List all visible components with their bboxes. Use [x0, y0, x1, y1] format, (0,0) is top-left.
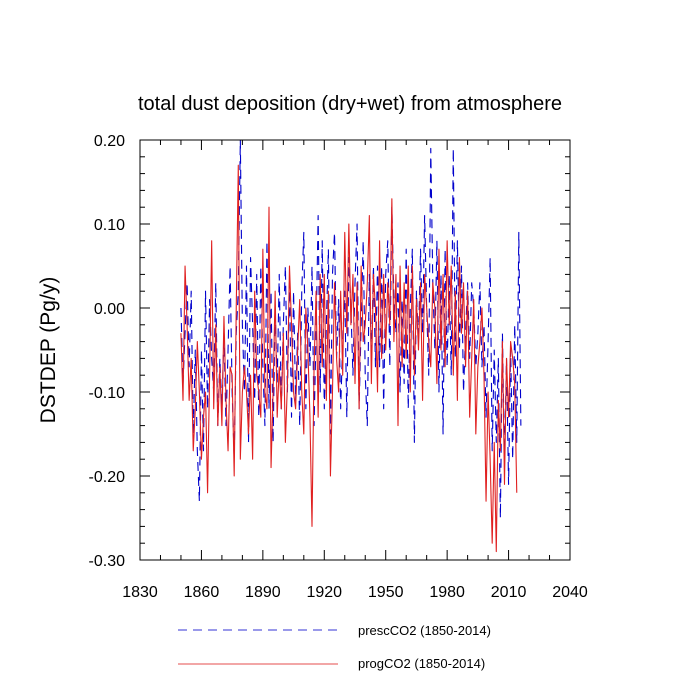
legend-label-prog: progCO2 (1850-2014): [358, 656, 485, 671]
legend: prescCO2 (1850-2014) progCO2 (1850-2014): [178, 623, 491, 671]
x-tick-label: 1980: [429, 584, 465, 601]
legend-label-presc: prescCO2 (1850-2014): [358, 623, 491, 638]
y-tick-label: 0.00: [94, 301, 125, 318]
x-tick-label: 1920: [306, 584, 342, 601]
series-layer: [180, 139, 522, 553]
x-tick-label: 1950: [368, 584, 404, 601]
x-tick-label: 1890: [245, 584, 281, 601]
chart-title: total dust deposition (dry+wet) from atm…: [138, 93, 562, 115]
x-tick-label: 2040: [552, 584, 588, 601]
series-line-presc: [180, 139, 522, 519]
axes-layer: 1830 1860 1890 1920 1950 1980 2010 2040 -0.30 -0.…: [89, 133, 588, 601]
plot-frame: [139, 139, 571, 561]
y-tick-label: 0.20: [94, 133, 125, 150]
y-tick-label: -0.30: [89, 553, 126, 570]
series-line-prog: [180, 164, 518, 553]
y-tick-label: -0.10: [89, 385, 126, 402]
y-tick-label: 0.10: [94, 217, 125, 234]
y-tick-label: -0.20: [89, 469, 126, 486]
x-tick-label: 1860: [184, 584, 220, 601]
y-axis-label: DSTDEP (Pg/y): [37, 277, 60, 424]
x-tick-label: 2010: [491, 584, 527, 601]
x-tick-label: 1830: [122, 584, 158, 601]
